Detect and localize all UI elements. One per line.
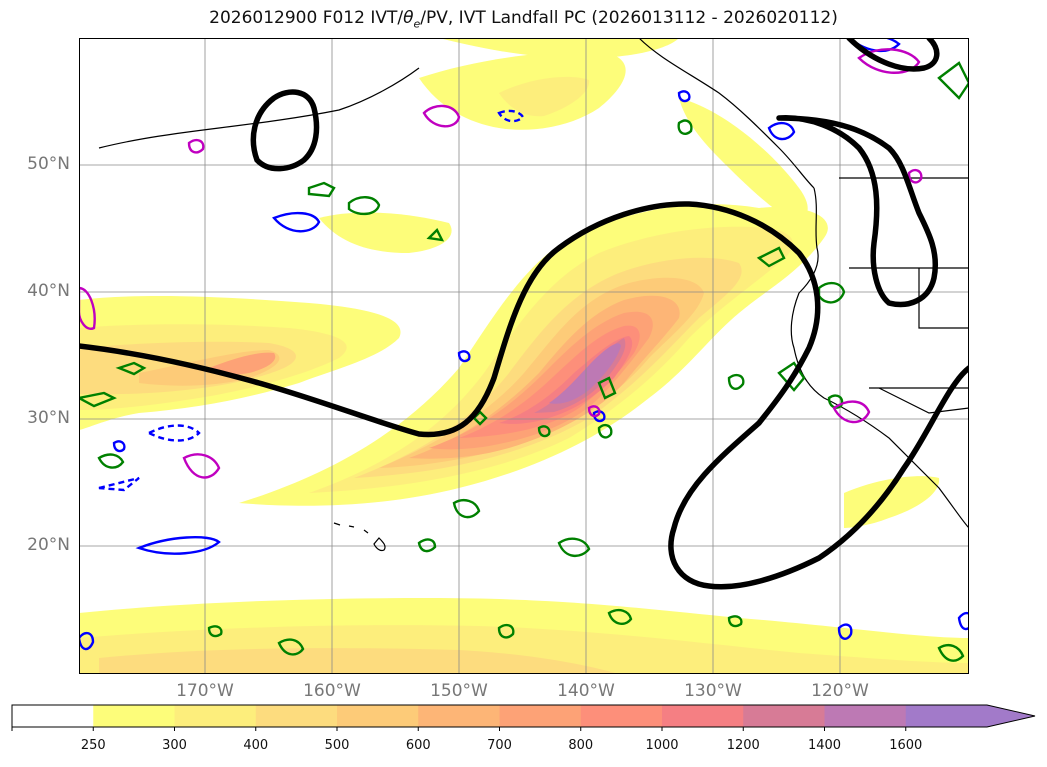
pc-rockies-contour bbox=[776, 115, 939, 308]
colorbar-segment bbox=[824, 705, 907, 727]
ivt-alaska-coast bbox=[679, 98, 808, 219]
colorbar bbox=[11, 704, 1036, 731]
colorbar-segment bbox=[743, 705, 825, 727]
colorbar-tick-label: 700 bbox=[487, 738, 512, 753]
colorbar-outline bbox=[11, 704, 1036, 728]
colorbar-tick-label: 1200 bbox=[726, 738, 760, 753]
ivt-west-plume-700 bbox=[209, 352, 276, 375]
colorbar-segment bbox=[418, 705, 500, 727]
map-title: 2026012900 F012 IVT/θe/PV, IVT Landfall … bbox=[0, 8, 1047, 30]
colorbar-segment bbox=[499, 705, 582, 727]
mexico-border bbox=[878, 387, 969, 414]
colorbar-tick-label: 1600 bbox=[889, 738, 923, 753]
colorbar-ticks bbox=[11, 727, 907, 731]
landfall-pc-contours bbox=[79, 38, 969, 590]
alaska-coastline bbox=[638, 38, 815, 189]
colorbar-segment bbox=[580, 705, 663, 727]
colorbar-segment bbox=[662, 705, 744, 727]
colorbar-tick-label: 500 bbox=[324, 738, 350, 753]
pc-ne-loop bbox=[846, 38, 940, 72]
lat-label-30n: 30°N bbox=[27, 408, 70, 428]
hawaii-islands bbox=[333, 522, 386, 552]
theta-e-contours bbox=[79, 61, 969, 662]
colorbar-tick-label: 800 bbox=[568, 738, 594, 753]
lon-label-170w: 170°W bbox=[176, 681, 234, 701]
pc-main-contour bbox=[79, 201, 969, 590]
colorbar-segment bbox=[174, 705, 257, 727]
colorbar-tick-label: 300 bbox=[162, 738, 187, 753]
colorbar-tick-label: 600 bbox=[405, 738, 431, 753]
colorbar-extend-max bbox=[987, 705, 1035, 727]
map-panel bbox=[79, 38, 969, 674]
pc-north-loop bbox=[250, 89, 320, 172]
lat-label-40n: 40°N bbox=[27, 281, 70, 301]
colorbar-tick-label: 400 bbox=[243, 738, 269, 753]
lat-label-50n: 50°N bbox=[27, 154, 70, 174]
ivt-south-band-400 bbox=[99, 648, 619, 674]
ivt-shading bbox=[79, 38, 969, 674]
ivt-west-patch bbox=[319, 212, 452, 253]
title-theta: θ bbox=[403, 8, 414, 28]
colorbar-segment bbox=[255, 705, 338, 727]
ivt-north-plume-inner bbox=[499, 76, 590, 117]
us-state-line-2 bbox=[918, 268, 969, 329]
title-run: 2026012900 F012 IVT/ bbox=[209, 8, 404, 28]
colorbar-tick-label: 1000 bbox=[645, 738, 679, 753]
colorbar-tick-label: 1400 bbox=[807, 738, 842, 753]
colorbar-segment bbox=[905, 705, 988, 727]
ivt-800-band bbox=[459, 325, 640, 438]
colorbar-tick-label: 250 bbox=[80, 738, 106, 753]
lon-label-150w: 150°W bbox=[430, 681, 488, 701]
title-theta-sub: e bbox=[413, 17, 421, 31]
title-rest: /PV, IVT Landfall PC (2026013112 - 20260… bbox=[420, 8, 838, 28]
ivt-1400-core bbox=[549, 343, 621, 404]
colorbar-segments bbox=[12, 705, 1035, 727]
lat-label-20n: 20°N bbox=[27, 535, 70, 555]
aleutian-coast bbox=[98, 67, 420, 149]
lon-label-140w: 140°W bbox=[557, 681, 615, 701]
lon-label-120w: 120°W bbox=[811, 681, 869, 701]
bc-coastline bbox=[790, 187, 969, 529]
colorbar-segment bbox=[93, 705, 175, 727]
lon-label-160w: 160°W bbox=[303, 681, 361, 701]
colorbar-segment bbox=[337, 705, 419, 727]
lon-label-130w: 130°W bbox=[684, 681, 742, 701]
ivt-north-plume-strip bbox=[439, 38, 679, 59]
colorbar-segment bbox=[12, 705, 94, 727]
